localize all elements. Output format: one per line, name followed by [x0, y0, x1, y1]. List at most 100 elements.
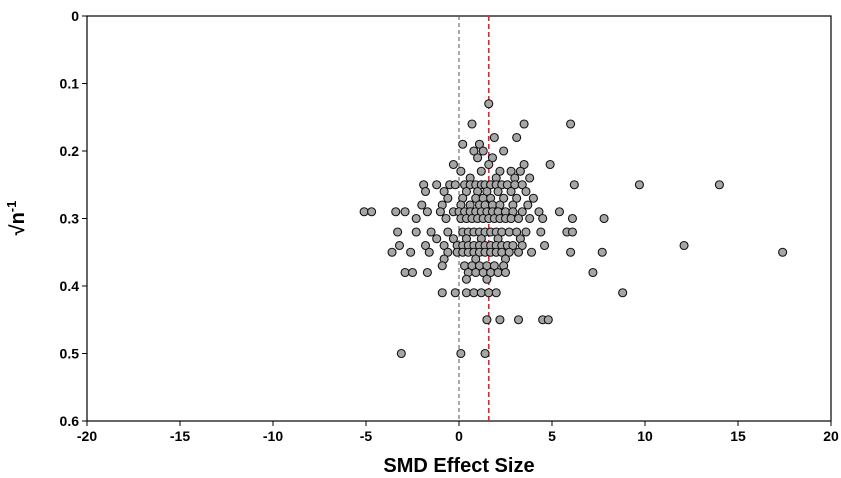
x-tick-label: 5	[548, 428, 556, 444]
data-point	[567, 213, 578, 224]
data-point	[461, 274, 471, 284]
data-point	[426, 227, 436, 237]
data-point	[513, 247, 524, 257]
data-point	[528, 193, 538, 203]
data-point	[467, 119, 477, 129]
data-point	[417, 200, 427, 210]
data-point	[521, 227, 531, 237]
data-point	[504, 247, 514, 257]
data-point	[473, 153, 483, 163]
data-point	[618, 288, 628, 298]
data-point	[493, 267, 503, 278]
data-point	[538, 213, 548, 224]
y-tick-label: 0.3	[60, 211, 80, 227]
data-point	[512, 132, 522, 143]
data-point	[400, 207, 410, 217]
data-point	[435, 207, 445, 217]
y-tick-label: 0.2	[60, 143, 80, 159]
data-point	[512, 193, 522, 203]
data-point	[499, 146, 509, 156]
data-point	[432, 180, 442, 190]
y-axis-title-exponent: -1	[4, 201, 19, 213]
data-point	[482, 315, 492, 325]
data-point	[393, 227, 403, 237]
data-point	[391, 207, 401, 217]
data-point	[493, 186, 503, 197]
data-point	[515, 166, 525, 176]
data-point	[566, 247, 576, 257]
data-point	[456, 348, 466, 359]
data-point	[411, 227, 421, 237]
x-tick-label: -5	[360, 428, 373, 444]
data-point	[499, 193, 509, 203]
data-point	[469, 146, 479, 156]
y-tick-label: 0.5	[60, 346, 80, 362]
data-point	[540, 240, 550, 251]
data-point	[484, 288, 494, 298]
data-point	[471, 254, 481, 264]
data-point	[526, 247, 537, 257]
data-point	[566, 119, 576, 129]
data-point	[517, 207, 527, 217]
data-point	[599, 213, 609, 224]
y-tick-label: 0.6	[60, 413, 80, 429]
data-point	[448, 234, 458, 244]
data-point	[471, 267, 481, 278]
x-tick-label: -10	[263, 428, 283, 444]
data-point	[634, 180, 644, 190]
data-point	[506, 213, 516, 224]
y-tick-label: 0.4	[60, 278, 80, 294]
data-point	[476, 288, 486, 298]
data-point	[512, 227, 522, 237]
data-point	[523, 200, 533, 210]
data-point	[513, 315, 524, 325]
data-point	[432, 234, 442, 244]
data-point	[400, 267, 410, 278]
data-point	[543, 315, 553, 325]
data-point	[443, 193, 453, 203]
data-point	[487, 153, 498, 163]
data-point	[778, 247, 788, 257]
data-point	[597, 247, 607, 257]
data-point	[478, 146, 488, 156]
x-tick-label: -15	[170, 428, 190, 444]
data-point	[469, 288, 479, 298]
data-point	[489, 132, 499, 143]
data-point	[450, 180, 460, 190]
data-point	[406, 247, 416, 257]
data-point	[484, 99, 494, 109]
data-point	[424, 247, 434, 257]
data-point	[567, 227, 578, 237]
data-point	[450, 288, 460, 298]
data-point	[480, 348, 490, 359]
data-point	[521, 186, 531, 197]
data-point	[439, 240, 449, 251]
data-point	[474, 139, 485, 149]
data-point	[461, 288, 471, 298]
data-point	[422, 267, 432, 278]
y-tick-label: 0.1	[60, 76, 80, 92]
data-point	[519, 119, 529, 129]
x-tick-label: 15	[730, 428, 746, 444]
data-point	[458, 139, 468, 149]
data-point	[495, 315, 505, 325]
data-point	[534, 207, 544, 217]
x-tick-label: 10	[637, 428, 653, 444]
data-point	[396, 348, 406, 359]
data-point	[387, 247, 397, 257]
data-point	[456, 166, 466, 176]
data-point	[437, 261, 447, 271]
data-point	[489, 261, 499, 271]
data-point	[441, 213, 451, 224]
data-point	[517, 180, 527, 190]
data-point	[482, 186, 492, 197]
data-points	[359, 99, 788, 359]
data-point	[437, 288, 447, 298]
data-point	[504, 227, 514, 237]
data-point	[513, 213, 524, 224]
data-point	[443, 247, 453, 257]
data-point	[506, 186, 516, 197]
data-point	[443, 227, 453, 237]
data-point	[411, 213, 421, 224]
data-point	[554, 207, 564, 217]
